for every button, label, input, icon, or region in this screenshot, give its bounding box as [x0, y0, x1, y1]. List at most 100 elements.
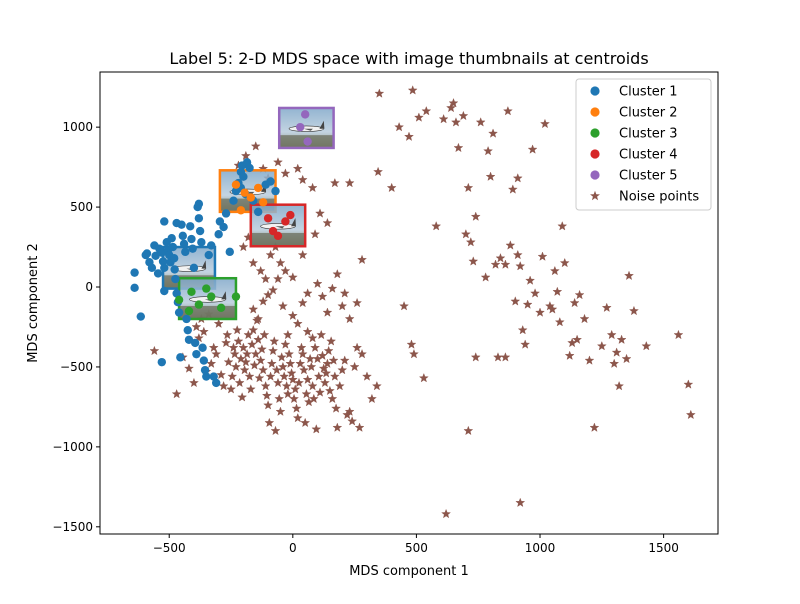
noise-point — [515, 497, 526, 508]
x-tick-label: 1000 — [525, 541, 556, 555]
noise-point — [268, 345, 278, 356]
cluster-1-point — [245, 163, 254, 173]
cluster-1-point — [202, 372, 211, 381]
noise-point — [331, 403, 341, 413]
noise-point — [460, 229, 471, 239]
cluster-3-point — [194, 300, 204, 309]
noise-point — [265, 371, 276, 381]
noise-point — [324, 385, 335, 396]
noise-point — [297, 348, 308, 359]
cluster-1-point — [184, 335, 194, 344]
cluster-1-point — [130, 283, 139, 293]
noise-point — [463, 425, 474, 436]
cluster-1-point — [198, 343, 207, 352]
noise-point — [673, 329, 684, 340]
noise-point — [193, 333, 204, 343]
noise-point — [502, 106, 513, 116]
cluster-1-point — [195, 226, 205, 236]
noise-point — [441, 508, 451, 519]
y-tick-label: −1000 — [52, 440, 93, 454]
noise-point — [308, 393, 319, 404]
cluster-3-point — [216, 303, 226, 312]
noise-point — [317, 291, 328, 301]
aircraft-tail — [319, 120, 325, 129]
cluster-1-point — [169, 254, 179, 263]
noise-point — [480, 272, 491, 282]
noise-point — [149, 345, 160, 356]
noise-point — [339, 355, 350, 365]
cluster-3-point — [207, 292, 216, 301]
legend-marker-circle — [590, 149, 600, 159]
noise-point — [235, 353, 246, 364]
cluster-1-point — [194, 214, 204, 223]
noise-point — [601, 302, 612, 312]
plot-frame — [99, 71, 719, 535]
legend-label: Cluster 2 — [619, 106, 678, 121]
noise-point — [569, 297, 580, 308]
noise-point — [564, 350, 575, 360]
noise-point — [216, 369, 227, 380]
noise-point — [311, 424, 322, 434]
noise-point — [500, 259, 511, 269]
noise-point — [344, 313, 355, 324]
noise-point — [318, 363, 329, 373]
noise-point — [228, 342, 239, 352]
cluster-2-point — [236, 206, 246, 215]
cluster-2-point — [246, 193, 255, 202]
noise-point — [465, 237, 476, 247]
x-tick-label: 0 — [289, 541, 297, 555]
noise-point — [488, 128, 498, 138]
noise-point — [535, 307, 545, 317]
noise-point — [609, 358, 620, 368]
noise-point — [273, 273, 283, 284]
noise-point — [349, 361, 360, 372]
chart-title: Label 5: 2-D MDS space with image thumbn… — [169, 49, 648, 68]
plot-area — [130, 85, 696, 519]
noise-point — [282, 329, 293, 340]
noise-point — [249, 360, 260, 370]
cluster-3-point — [174, 295, 184, 305]
noise-point — [245, 384, 256, 394]
noise-point — [446, 102, 456, 113]
noise-point — [407, 85, 418, 95]
noise-point — [367, 393, 377, 404]
noise-point — [282, 388, 293, 399]
cluster-1-point — [187, 234, 196, 244]
noise-point — [399, 301, 409, 311]
noise-point — [258, 364, 269, 375]
noise-point — [316, 329, 327, 340]
noise-point — [589, 422, 600, 432]
noise-point — [297, 249, 308, 260]
noise-point — [517, 325, 528, 335]
cluster-4-point — [273, 231, 283, 241]
aircraft-tail — [221, 291, 227, 300]
cluster-1-point — [181, 247, 190, 257]
noise-point — [218, 380, 229, 391]
noise-point — [485, 171, 496, 181]
cluster-3-point — [184, 306, 194, 316]
noise-point — [248, 304, 259, 314]
cluster-1-point — [151, 251, 160, 261]
noise-point — [255, 355, 266, 365]
noise-point — [287, 272, 298, 282]
noise-point — [614, 380, 625, 391]
cluster-1-point — [189, 263, 199, 273]
noise-point — [540, 118, 550, 129]
noise-point — [394, 121, 405, 132]
noise-point — [339, 288, 350, 298]
cluster-1-point — [174, 308, 184, 317]
noise-point — [572, 334, 583, 344]
thumbnail-border — [277, 106, 335, 150]
noise-point — [334, 380, 345, 391]
noise-point — [306, 361, 317, 372]
noise-point — [275, 257, 286, 268]
noise-point — [250, 348, 261, 359]
legend-marker-circle — [590, 107, 600, 117]
noise-point — [373, 166, 384, 177]
noise-point — [448, 97, 459, 108]
noise-point — [307, 182, 318, 193]
noise-point — [291, 403, 302, 413]
cluster-1-point — [192, 349, 201, 359]
noise-point — [322, 358, 333, 368]
noise-point — [323, 345, 334, 356]
